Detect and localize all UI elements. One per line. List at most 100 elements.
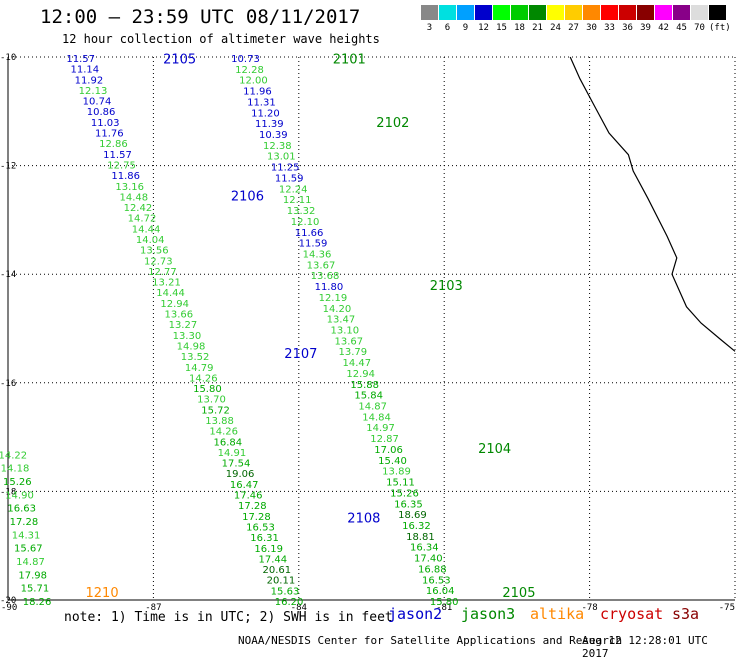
colorbar-label: 18	[514, 23, 525, 33]
swh-value: 15.80	[430, 597, 459, 608]
colorbar-label: 24	[550, 23, 561, 33]
swh-value: 14.22	[0, 450, 27, 461]
swh-value: 14.84	[362, 412, 391, 423]
swh-value: 12.94	[346, 369, 375, 380]
swh-value: 13.67	[334, 336, 363, 347]
swh-value: 14.04	[136, 235, 165, 246]
swh-value: 14.26	[189, 373, 218, 384]
swh-value: 15.26	[3, 477, 32, 488]
swh-value: 16.63	[7, 504, 36, 515]
swh-value: 12.94	[160, 299, 189, 310]
swh-value: 15.88	[350, 380, 379, 391]
colorbar-label: 21	[532, 23, 543, 33]
colorbar-swatch	[529, 5, 546, 20]
swh-value: 13.88	[205, 416, 234, 427]
swh-value: 14.79	[185, 363, 214, 374]
swh-value: 15.84	[354, 391, 383, 402]
swh-value: 12.42	[124, 203, 153, 214]
swh-value: 11.59	[299, 239, 328, 250]
swh-value: 11.31	[247, 97, 276, 108]
latitude-label: -20	[0, 596, 16, 606]
swh-value: 13.10	[330, 326, 359, 337]
swh-value: 17.46	[234, 491, 263, 502]
swh-value: 13.52	[181, 352, 210, 363]
swh-value: 15.63	[271, 586, 300, 597]
swh-value: 16.20	[275, 597, 304, 608]
swh-value: 14.36	[303, 250, 332, 261]
colorbar-swatch	[457, 5, 474, 20]
pass-number-label: 2105	[502, 586, 535, 601]
colorbar-label: (ft)	[709, 23, 731, 33]
swh-value: 18.81	[406, 532, 435, 543]
colorbar-swatch	[655, 5, 672, 20]
swh-value: 16.88	[418, 564, 447, 575]
swh-value: 13.32	[287, 206, 316, 217]
swh-value: 14.72	[128, 214, 157, 225]
swh-value: 11.92	[75, 75, 104, 86]
swh-value: 14.87	[358, 402, 387, 413]
colorbar-swatch	[421, 5, 438, 20]
swh-value: 14.98	[177, 342, 206, 353]
colorbar-swatch	[691, 5, 708, 20]
colorbar-swatch	[493, 5, 510, 20]
swh-value: 15.80	[193, 384, 222, 395]
swh-value: 16.47	[230, 480, 259, 491]
swh-value: 19.06	[226, 469, 255, 480]
colorbar-label: 15	[496, 23, 507, 33]
pass-number-label: 2105	[163, 53, 196, 68]
swh-value: 10.39	[259, 130, 288, 141]
swh-value: 12.13	[79, 86, 108, 97]
swh-value: 14.91	[218, 448, 247, 459]
swh-value: 11.57	[103, 150, 132, 161]
swh-value: 13.89	[382, 467, 411, 478]
swh-value: 15.71	[21, 584, 50, 595]
legend-jason3: jason3	[461, 605, 516, 623]
swh-value: 12.10	[291, 217, 320, 228]
swh-value: 15.67	[14, 544, 43, 555]
pass-number-label: 2102	[376, 116, 409, 131]
swh-value: 14.26	[209, 427, 238, 438]
swh-value: 16.35	[394, 499, 423, 510]
swh-value: 17.28	[238, 501, 267, 512]
colorbar-label: 30	[586, 23, 597, 33]
swh-value: 17.28	[242, 512, 271, 523]
swh-value: 12.75	[107, 161, 136, 172]
longitude-label: -78	[581, 603, 597, 613]
colorbar-label: 70	[694, 23, 705, 33]
swh-value: 10.73	[231, 54, 260, 65]
swh-value: 11.39	[255, 119, 284, 130]
swh-value: 11.03	[91, 118, 120, 129]
colorbar-label: 33	[604, 23, 615, 33]
latitude-label: -16	[0, 379, 16, 389]
longitude-label: -87	[145, 603, 161, 613]
colorbar-label: 36	[622, 23, 633, 33]
swh-value: 13.67	[307, 260, 336, 271]
swh-value: 12.73	[144, 256, 173, 267]
swh-value: 14.47	[342, 358, 371, 369]
colorbar-swatch	[637, 5, 654, 20]
swh-value: 12.86	[99, 139, 128, 150]
pass-number-label: 2108	[347, 512, 380, 527]
swh-value: 12.19	[319, 293, 348, 304]
swh-value: 11.80	[315, 282, 344, 293]
swh-value: 14.31	[12, 530, 41, 541]
swh-value: 11.14	[70, 65, 99, 76]
swh-value: 15.11	[386, 478, 415, 489]
swh-value: 13.01	[267, 152, 296, 163]
swh-value: 10.74	[83, 97, 112, 108]
colorbar-label: 27	[568, 23, 579, 33]
legend-s3a: s3a	[672, 605, 700, 623]
swh-value: 14.44	[132, 224, 161, 235]
swh-value: 11.96	[243, 87, 272, 98]
colorbar-swatch	[709, 5, 726, 20]
swh-value: 14.87	[16, 557, 45, 568]
swh-value: 11.66	[295, 228, 324, 239]
swh-value: 16.53	[422, 575, 451, 586]
colorbar-swatch	[601, 5, 618, 20]
swh-value: 16.53	[246, 523, 275, 534]
swh-value: 17.06	[374, 445, 403, 456]
longitude-label: -81	[436, 603, 452, 613]
colorbar-label: 6	[444, 23, 451, 33]
swh-value: 11.59	[275, 174, 304, 185]
colorbar-label: 42	[658, 23, 669, 33]
